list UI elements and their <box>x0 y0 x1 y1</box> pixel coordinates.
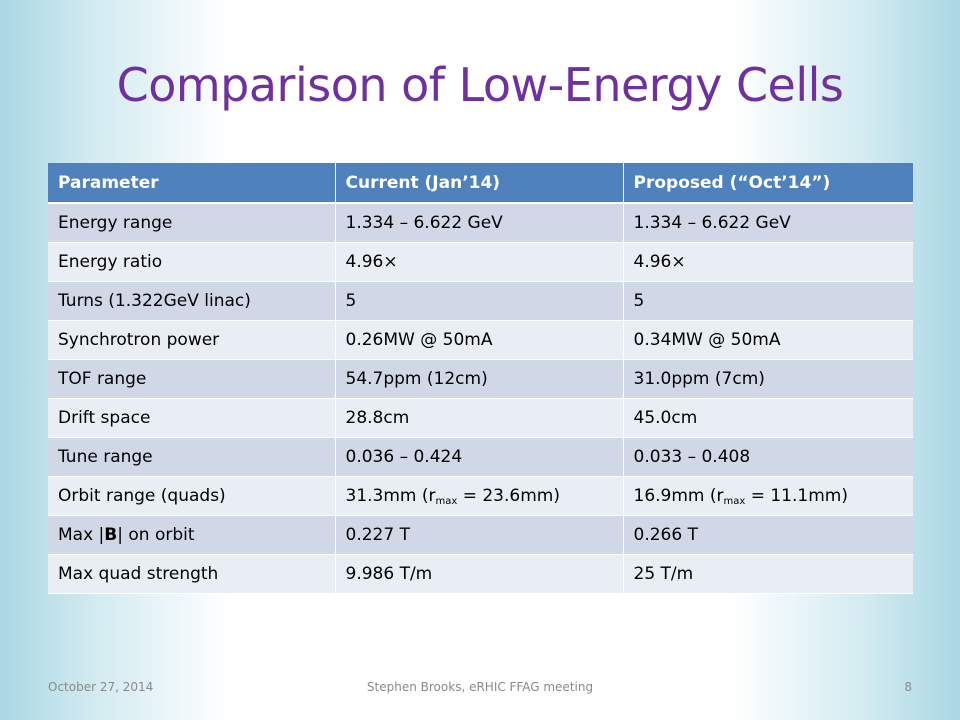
comparison-table: Parameter Current (Jan’14) Proposed (“Oc… <box>48 163 913 594</box>
row-label: TOF range <box>48 359 336 399</box>
proposed-value: 4.96× <box>623 242 913 282</box>
proposed-orbit-sub: max <box>723 496 746 507</box>
table-row: Turns (1.322GeV linac) 5 5 <box>48 281 913 321</box>
header-proposed: Proposed (“Oct’14”) <box>623 163 913 204</box>
label-bold-b: B <box>104 525 118 545</box>
row-label: Turns (1.322GeV linac) <box>48 281 336 321</box>
proposed-value: 0.34MW @ 50mA <box>623 320 913 360</box>
row-label: Drift space <box>48 398 336 438</box>
current-value: 0.227 T <box>335 515 624 555</box>
table-row-max-b: Max |B| on orbit 0.227 T 0.266 T <box>48 515 913 555</box>
row-label: Max |B| on orbit <box>48 515 336 555</box>
table-row: Tune range 0.036 – 0.424 0.033 – 0.408 <box>48 437 913 477</box>
current-value: 0.26MW @ 50mA <box>335 320 624 360</box>
table-header-row: Parameter Current (Jan’14) Proposed (“Oc… <box>48 163 913 204</box>
current-value: 1.334 – 6.622 GeV <box>335 203 624 243</box>
label-post: | on orbit <box>117 525 195 545</box>
table-row-orbit-range: Orbit range (quads) 31.3mm (rmax = 23.6m… <box>48 476 913 516</box>
table-row: Energy ratio 4.96× 4.96× <box>48 242 913 282</box>
row-label: Tune range <box>48 437 336 477</box>
current-value: 31.3mm (rmax = 23.6mm) <box>335 476 624 516</box>
row-label: Synchrotron power <box>48 320 336 360</box>
proposed-orbit-post: = 11.1mm) <box>745 486 848 506</box>
page-number: 8 <box>904 680 912 694</box>
current-value: 4.96× <box>335 242 624 282</box>
proposed-value: 31.0ppm (7cm) <box>623 359 913 399</box>
table-row: Energy range 1.334 – 6.622 GeV 1.334 – 6… <box>48 203 913 243</box>
current-orbit-post: = 23.6mm) <box>457 486 560 506</box>
header-current: Current (Jan’14) <box>335 163 624 204</box>
proposed-value: 0.266 T <box>623 515 913 555</box>
current-value: 5 <box>335 281 624 321</box>
slide-title: Comparison of Low-Energy Cells <box>116 58 844 112</box>
row-label: Orbit range (quads) <box>48 476 336 516</box>
proposed-value: 16.9mm (rmax = 11.1mm) <box>623 476 913 516</box>
table-row: Synchrotron power 0.26MW @ 50mA 0.34MW @… <box>48 320 913 360</box>
current-value: 54.7ppm (12cm) <box>335 359 624 399</box>
label-pre: Max | <box>58 525 105 545</box>
footer-author: Stephen Brooks, eRHIC FFAG meeting <box>366 680 594 694</box>
proposed-orbit-pre: 16.9mm (r <box>633 486 724 506</box>
table-row: TOF range 54.7ppm (12cm) 31.0ppm (7cm) <box>48 359 913 399</box>
header-parameter: Parameter <box>48 163 336 204</box>
proposed-value: 0.033 – 0.408 <box>623 437 913 477</box>
current-orbit-pre: 31.3mm (r <box>345 486 436 506</box>
row-label: Energy ratio <box>48 242 336 282</box>
current-value: 28.8cm <box>335 398 624 438</box>
footer-date: October 27, 2014 <box>48 680 154 694</box>
proposed-value: 45.0cm <box>623 398 913 438</box>
table-row: Drift space 28.8cm 45.0cm <box>48 398 913 438</box>
row-label: Energy range <box>48 203 336 243</box>
row-label: Max quad strength <box>48 554 336 594</box>
current-orbit-sub: max <box>435 496 458 507</box>
table-row-max-quad: Max quad strength 9.986 T/m 25 T/m <box>48 554 913 594</box>
current-value: 9.986 T/m <box>335 554 624 594</box>
proposed-value: 5 <box>623 281 913 321</box>
current-value: 0.036 – 0.424 <box>335 437 624 477</box>
proposed-value: 1.334 – 6.622 GeV <box>623 203 913 243</box>
proposed-value: 25 T/m <box>623 554 913 594</box>
